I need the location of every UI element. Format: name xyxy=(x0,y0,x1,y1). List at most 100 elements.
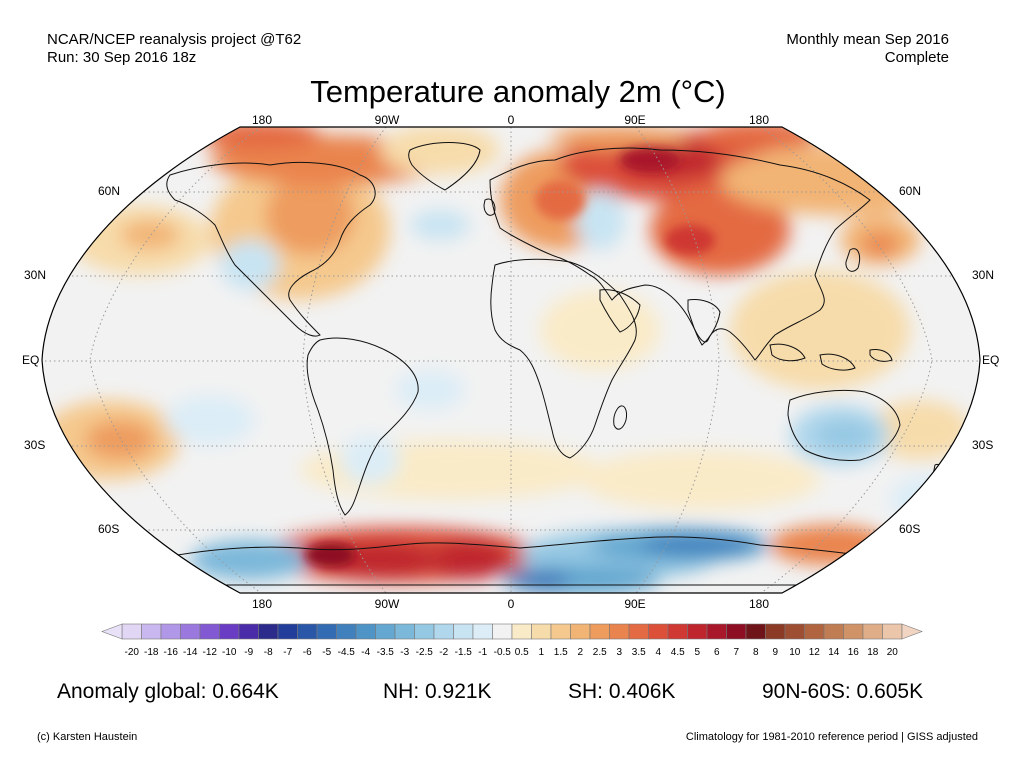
colorbar-tick-label: 1 xyxy=(538,647,545,658)
colorbar-cell xyxy=(706,623,727,640)
colorbar-tick-label: 10 xyxy=(789,647,801,658)
colorbar-tick-label: 6 xyxy=(713,647,720,658)
colorbar-cell xyxy=(472,623,493,640)
colorbar-tick-label: -18 xyxy=(144,647,159,658)
lon-label-bottom-90w: 90W xyxy=(374,597,400,611)
colorbar-tick-label: 16 xyxy=(847,647,859,658)
colorbar-tick-label: 3 xyxy=(616,647,623,658)
lon-label-bottom-180e: 180 xyxy=(748,597,770,611)
colorbar-cell xyxy=(823,623,844,640)
colorbar-cell xyxy=(570,623,591,640)
lat-label-right-30s: 30S xyxy=(972,438,994,452)
colorbar-tick-label: -9 xyxy=(244,647,254,658)
colorbar-tick-label: -1.5 xyxy=(454,647,472,658)
lon-label-bottom-90e: 90E xyxy=(624,597,646,611)
colorbar-tick-label: -7 xyxy=(283,647,293,658)
colorbar-tick-label: -20 xyxy=(124,647,139,658)
colorbar-tick-label: -3.5 xyxy=(376,647,394,658)
colorbar-cell xyxy=(297,623,318,640)
lat-label-right-60n: 60N xyxy=(899,184,922,198)
lon-label-top-90e: 90E xyxy=(624,113,646,127)
colorbar-cell xyxy=(862,623,883,640)
copyright-label: (c) Karsten Haustein xyxy=(37,731,138,743)
colorbar-cell xyxy=(199,623,220,640)
lat-label-left-eq: EQ xyxy=(22,353,40,367)
colorbar-tick-label: 1.5 xyxy=(553,647,568,658)
colorbar-tick-label: -14 xyxy=(183,647,198,658)
colorbar-tick-label: -6 xyxy=(302,647,312,658)
lat-label-left-30s: 30S xyxy=(24,438,46,452)
colorbar-tick-label: -10 xyxy=(222,647,237,658)
colorbar-cell xyxy=(336,623,357,640)
colorbar-cell xyxy=(492,623,513,640)
colorbar-tick-label: -2 xyxy=(439,647,449,658)
lon-label-top-180e: 180 xyxy=(748,113,770,127)
colorbar-cell xyxy=(433,623,454,640)
colorbar-cell xyxy=(453,623,474,640)
colorbar-cell xyxy=(316,623,337,640)
lat-label-left-30n: 30N xyxy=(24,268,47,282)
colorbar-tick-label: 0.5 xyxy=(514,647,529,658)
stat-global-anomaly: Anomaly global: 0.664K xyxy=(57,680,279,703)
colorbar-cell xyxy=(784,623,805,640)
colorbar-tick-label: -5 xyxy=(322,647,332,658)
colorbar-cell xyxy=(277,623,298,640)
colorbar-tick-label: 7 xyxy=(733,647,740,658)
stat-sh-anomaly: SH: 0.406K xyxy=(568,680,676,703)
lon-label-top-0: 0 xyxy=(507,113,515,127)
colorbar-tick-label: -8 xyxy=(263,647,273,658)
colorbar-cell xyxy=(219,623,240,640)
colorbar-tick-label: -0.5 xyxy=(493,647,511,658)
lat-label-right-30n: 30N xyxy=(972,268,995,282)
colorbar-cell xyxy=(687,623,708,640)
colorbar-tick-label: -2.5 xyxy=(415,647,433,658)
lat-label-right-eq: EQ xyxy=(982,353,1000,367)
colorbar-tick-label: 2.5 xyxy=(592,647,607,658)
temperature-anomaly-map xyxy=(41,126,981,594)
colorbar-cell xyxy=(882,623,903,640)
map-title: Temperature anomaly 2m (°C) xyxy=(310,74,726,109)
lat-label-right-60s: 60S xyxy=(899,522,921,536)
stat-arctic-anomaly: 90N-60S: 0.605K xyxy=(762,680,924,703)
colorbar-tick-label: 20 xyxy=(886,647,898,658)
lat-label-left-60n: 60N xyxy=(98,184,121,198)
colorbar-tick-label: 3.5 xyxy=(631,647,646,658)
colorbar-tick-label: 12 xyxy=(808,647,820,658)
colorbar-tick-label: 18 xyxy=(867,647,879,658)
colorbar-cell xyxy=(648,623,669,640)
colorbar-cell xyxy=(804,623,825,640)
colorbar-cell xyxy=(726,623,747,640)
colorbar xyxy=(101,623,923,640)
climatology-label: Climatology for 1981-2010 reference peri… xyxy=(685,731,978,743)
colorbar-tick-label: 8 xyxy=(752,647,759,658)
colorbar-cell xyxy=(667,623,688,640)
colorbar-cell xyxy=(745,623,766,640)
colorbar-tick-label: -4 xyxy=(361,647,371,658)
colorbar-cell xyxy=(238,623,259,640)
colorbar-tick-label: 14 xyxy=(828,647,840,658)
colorbar-tick-label: -12 xyxy=(202,647,217,658)
colorbar-cell xyxy=(765,623,786,640)
globe-outline xyxy=(41,126,981,594)
colorbar-tick-label: 9 xyxy=(772,647,779,658)
colorbar-cell xyxy=(375,623,396,640)
colorbar-tick-label: 5 xyxy=(694,647,701,658)
status-label: Complete xyxy=(884,49,949,66)
lon-label-bottom-0: 0 xyxy=(507,597,515,611)
colorbar-tick-label: 4.5 xyxy=(670,647,685,658)
colorbar-min-arrow xyxy=(101,623,123,640)
lon-label-top-180w: 180 xyxy=(251,113,273,127)
colorbar-tick-label: -1 xyxy=(478,647,488,658)
colorbar-cell xyxy=(628,623,649,640)
colorbar-tick-label: 4 xyxy=(655,647,662,658)
colorbar-tick-label: -4.5 xyxy=(337,647,355,658)
period-label: Monthly mean Sep 2016 xyxy=(786,31,949,48)
colorbar-cell xyxy=(141,623,162,640)
colorbar-cell xyxy=(160,623,181,640)
colorbar-tick-label: -3 xyxy=(400,647,410,658)
lon-label-bottom-180w: 180 xyxy=(251,597,273,611)
graticule xyxy=(42,127,980,593)
lat-label-left-60s: 60S xyxy=(98,522,120,536)
colorbar-cell xyxy=(609,623,630,640)
colorbar-cell xyxy=(121,623,142,640)
